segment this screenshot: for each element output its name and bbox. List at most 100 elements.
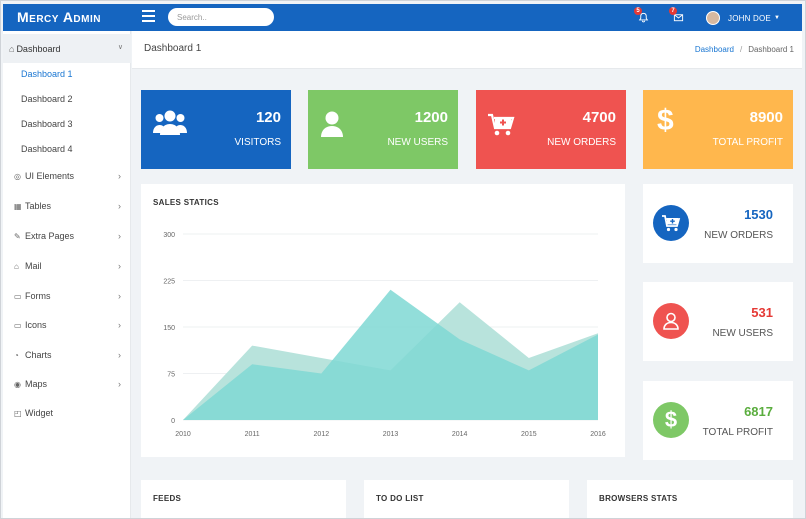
brand-logo[interactable]: Mercy Admin — [17, 9, 101, 25]
chevron-down-icon: ∨ — [117, 44, 123, 51]
cart-icon — [653, 205, 689, 241]
messages-badge: 7 — [669, 7, 677, 15]
sidebar-item-label: Dashboard — [16, 43, 61, 54]
y-tick-label: 150 — [163, 325, 175, 332]
layers-icon: ◎ — [14, 171, 21, 181]
stat-value: 8900 — [749, 109, 783, 126]
sidebar-item-widget[interactable]: ◰ Widget — [3, 402, 131, 424]
folder-icon: ▭ — [14, 320, 22, 330]
user-icon — [321, 111, 343, 137]
sidebar-subitem-dashboard-2[interactable]: Dashboard 2 — [21, 94, 73, 104]
main-content: Dashboard 1 Dashboard / Dashboard 1 120 VI… — [132, 31, 802, 518]
sidebar-item-maps[interactable]: ◉ Maps › — [3, 373, 131, 395]
side-stat-label: TOTAL PROFIT — [702, 427, 773, 438]
widget-icon: ◰ — [14, 408, 22, 418]
sidebar-item-label: Charts — [25, 350, 52, 360]
chevron-right-icon: › — [118, 291, 121, 301]
cart-icon — [488, 113, 515, 136]
caret-down-icon: ▼ — [773, 15, 780, 21]
hamburger-menu-icon[interactable] — [142, 10, 155, 22]
x-tick-label: 2010 — [175, 431, 191, 438]
y-tick-label: 300 — [163, 232, 175, 239]
card-title: FEEDS — [153, 494, 182, 503]
edit-icon: ✎ — [14, 231, 21, 241]
card-title: TO DO LIST — [376, 494, 424, 503]
sidebar-item-label: Maps — [25, 379, 48, 389]
stat-card-new-orders: 4700 NEW ORDERS — [476, 90, 626, 169]
sidebar: ⌂ Dashboard ∨ Dashboard 1 Dashboard 2 Da… — [3, 31, 131, 518]
dollar-icon: $ — [657, 104, 674, 137]
users-icon — [153, 110, 187, 135]
sidebar-item-label: Widget — [25, 408, 54, 418]
stat-card-new-users: 1200 NEW USERS — [308, 90, 458, 169]
side-stat-new-orders: 1530 NEW ORDERS — [643, 184, 793, 263]
x-tick-label: 2011 — [245, 431, 260, 438]
stat-value: 4700 — [582, 109, 616, 126]
browsers-stats-card: BROWSERS STATS — [587, 480, 793, 518]
sidebar-item-label: UI Elements — [25, 171, 75, 181]
search-input[interactable] — [168, 8, 274, 26]
x-tick-label: 2014 — [452, 431, 468, 438]
x-tick-label: 2012 — [314, 431, 330, 438]
sidebar-item-label: Extra Pages — [25, 231, 75, 241]
feeds-card: FEEDS — [141, 480, 346, 518]
y-tick-label: 225 — [163, 279, 175, 286]
sidebar-item-icons[interactable]: ▭ Icons › — [3, 314, 131, 336]
breadcrumb-link-dashboard[interactable]: Dashboard — [694, 45, 734, 54]
messages-mail-icon[interactable]: 7 — [669, 7, 687, 24]
sidebar-subitem-dashboard-3[interactable]: Dashboard 3 — [21, 119, 73, 129]
chevron-right-icon: › — [118, 231, 121, 241]
stat-card-visitors: 120 VISITORS — [141, 90, 291, 169]
clock-icon: ◔ — [14, 350, 19, 360]
chevron-right-icon: › — [118, 201, 121, 211]
chevron-right-icon: › — [118, 320, 121, 330]
user-name: JOHN DOE — [728, 13, 771, 23]
stat-label: TOTAL PROFIT — [712, 137, 783, 148]
dollar-icon: $ — [653, 402, 689, 438]
sidebar-item-extra-pages[interactable]: ✎ Extra Pages › — [3, 225, 131, 247]
notification-bell-icon[interactable]: 5 — [634, 7, 652, 24]
stat-label: NEW ORDERS — [547, 137, 616, 148]
sidebar-item-label: Forms — [25, 291, 51, 301]
page-title: Dashboard 1 — [144, 43, 202, 54]
sidebar-item-dashboard[interactable]: ⌂ Dashboard ∨ — [3, 34, 131, 63]
stat-card-total-profit: $ 8900 TOTAL PROFIT — [643, 90, 793, 169]
breadcrumb-current: Dashboard 1 — [748, 45, 794, 54]
avatar — [706, 11, 720, 25]
pin-icon: ◉ — [14, 379, 21, 389]
notification-badge: 5 — [634, 7, 642, 15]
sidebar-subitem-dashboard-4[interactable]: Dashboard 4 — [21, 144, 73, 154]
home-icon: ⌂ — [9, 43, 15, 54]
user-menu[interactable]: JOHN DOE ▼ — [706, 10, 780, 26]
sidebar-item-label: Tables — [25, 201, 52, 211]
chevron-right-icon: › — [118, 171, 121, 181]
x-tick-label: 2016 — [590, 431, 606, 438]
sidebar-item-ui-elements[interactable]: ◎ UI Elements › — [3, 165, 131, 187]
sidebar-item-charts[interactable]: ◔ Charts › — [3, 344, 131, 366]
x-tick-label: 2013 — [383, 431, 399, 438]
sidebar-item-tables[interactable]: ▦ Tables › — [3, 195, 131, 217]
side-stat-new-users: 531 NEW USERS — [643, 282, 793, 361]
stat-label: VISITORS — [234, 137, 282, 148]
side-stat-value: 1530 — [744, 207, 773, 222]
stat-value: 120 — [255, 109, 281, 126]
breadcrumb: Dashboard / Dashboard 1 — [694, 45, 794, 54]
sidebar-item-mail[interactable]: ⌂ Mail › — [3, 255, 131, 277]
chevron-right-icon: › — [118, 379, 121, 389]
grid-icon: ▦ — [14, 201, 22, 211]
chevron-right-icon: › — [118, 261, 121, 271]
area-series-2 — [183, 289, 598, 420]
chevron-right-icon: › — [118, 350, 121, 360]
side-stat-value: 6817 — [744, 404, 773, 419]
sidebar-item-label: Icons — [25, 320, 47, 330]
sidebar-item-forms[interactable]: ▭ Forms › — [3, 285, 131, 307]
todo-list-card: TO DO LIST — [364, 480, 569, 518]
side-stat-label: NEW ORDERS — [704, 230, 773, 241]
side-stat-label: NEW USERS — [712, 328, 773, 339]
stat-value: 1200 — [414, 109, 448, 126]
y-tick-label: 75 — [167, 372, 175, 379]
top-bar: Mercy Admin 5 7 JOHN DOE ▼ — [3, 4, 802, 31]
sidebar-subitem-dashboard-1[interactable]: Dashboard 1 — [21, 69, 73, 79]
monitor-icon: ▭ — [14, 291, 22, 301]
